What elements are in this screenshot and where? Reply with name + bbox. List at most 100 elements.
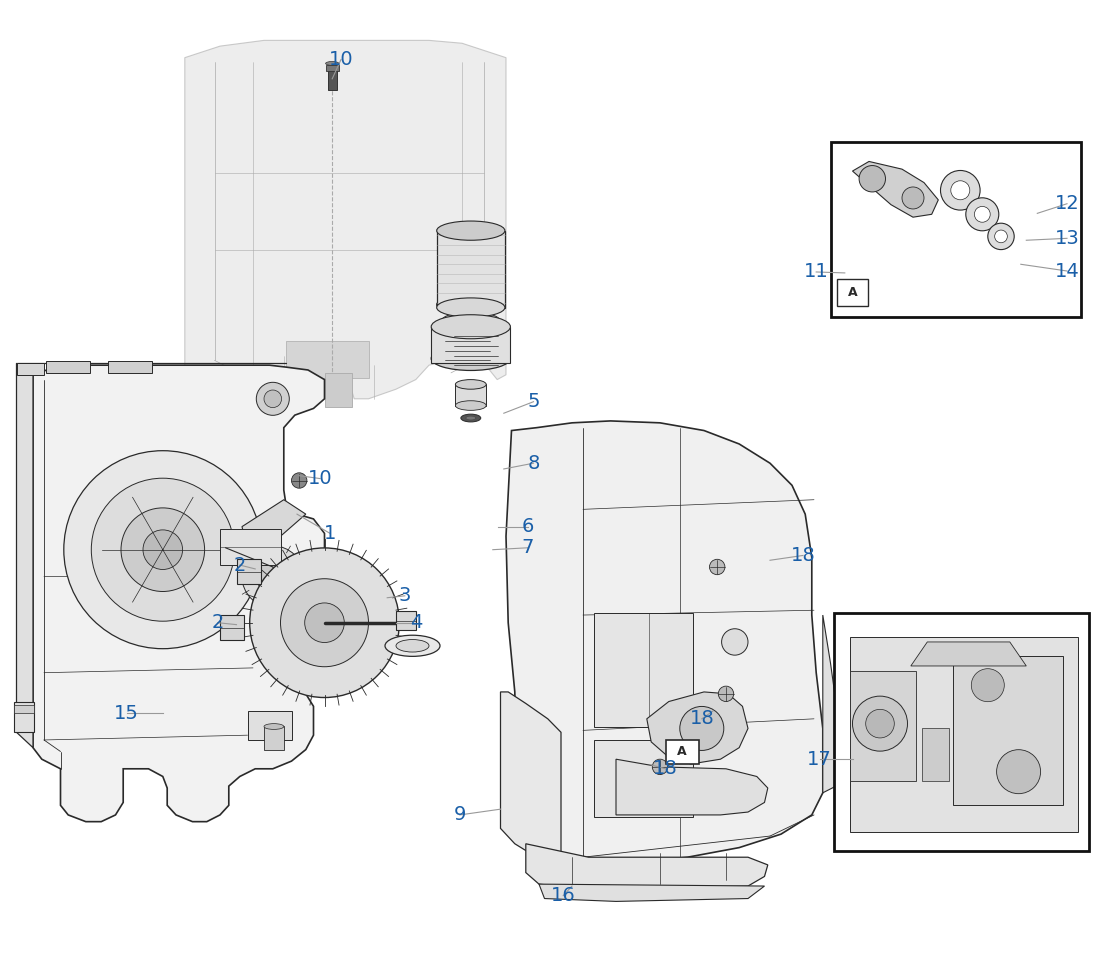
Circle shape bbox=[852, 696, 907, 752]
Ellipse shape bbox=[385, 635, 440, 656]
Circle shape bbox=[680, 706, 724, 751]
Circle shape bbox=[722, 628, 748, 655]
Text: 9: 9 bbox=[453, 805, 466, 825]
Text: 7: 7 bbox=[521, 538, 535, 557]
Bar bbox=[455, 384, 486, 406]
Text: 18: 18 bbox=[791, 546, 815, 565]
Bar bbox=[220, 529, 280, 565]
Bar bbox=[594, 613, 693, 727]
Text: 13: 13 bbox=[1055, 229, 1079, 248]
Polygon shape bbox=[526, 844, 768, 889]
Bar bbox=[326, 65, 339, 71]
Bar bbox=[396, 611, 416, 630]
Ellipse shape bbox=[461, 414, 481, 422]
Polygon shape bbox=[185, 40, 506, 402]
Ellipse shape bbox=[437, 295, 505, 314]
Polygon shape bbox=[616, 759, 768, 815]
Circle shape bbox=[950, 181, 970, 200]
FancyBboxPatch shape bbox=[666, 740, 698, 764]
Ellipse shape bbox=[437, 221, 505, 240]
Text: 8: 8 bbox=[527, 454, 540, 473]
Ellipse shape bbox=[437, 298, 505, 317]
Bar bbox=[431, 327, 510, 363]
Text: A: A bbox=[678, 746, 686, 758]
Ellipse shape bbox=[442, 312, 499, 328]
Bar bbox=[953, 656, 1063, 805]
Text: 6: 6 bbox=[521, 517, 535, 536]
Circle shape bbox=[121, 508, 205, 591]
Circle shape bbox=[64, 451, 262, 649]
Circle shape bbox=[256, 382, 289, 415]
Ellipse shape bbox=[455, 401, 486, 410]
Bar bbox=[834, 613, 1089, 851]
Ellipse shape bbox=[455, 380, 486, 389]
Bar bbox=[220, 615, 244, 640]
Bar bbox=[324, 373, 352, 407]
Polygon shape bbox=[539, 884, 764, 901]
Text: 2: 2 bbox=[233, 555, 246, 575]
Text: 10: 10 bbox=[308, 469, 332, 488]
Circle shape bbox=[143, 530, 183, 570]
Bar bbox=[264, 726, 284, 750]
Bar bbox=[437, 231, 505, 308]
Text: 12: 12 bbox=[1055, 194, 1079, 213]
Circle shape bbox=[994, 230, 1008, 243]
Bar bbox=[108, 361, 152, 373]
Polygon shape bbox=[852, 161, 938, 217]
Circle shape bbox=[91, 479, 234, 621]
Text: 15: 15 bbox=[114, 703, 139, 723]
Polygon shape bbox=[16, 363, 33, 748]
Text: 14: 14 bbox=[1055, 261, 1079, 281]
Ellipse shape bbox=[326, 62, 339, 65]
Bar bbox=[14, 705, 34, 713]
Circle shape bbox=[718, 686, 734, 702]
Ellipse shape bbox=[466, 416, 475, 420]
Circle shape bbox=[250, 548, 399, 698]
Polygon shape bbox=[16, 363, 44, 375]
Circle shape bbox=[652, 759, 668, 775]
Text: 16: 16 bbox=[551, 886, 575, 905]
Bar bbox=[830, 142, 1081, 317]
Bar bbox=[850, 637, 1078, 832]
Text: 1: 1 bbox=[323, 524, 337, 543]
Ellipse shape bbox=[431, 346, 510, 370]
Ellipse shape bbox=[431, 314, 510, 339]
FancyBboxPatch shape bbox=[837, 279, 868, 306]
Bar bbox=[286, 341, 368, 378]
Circle shape bbox=[966, 198, 999, 231]
Polygon shape bbox=[823, 615, 838, 793]
Text: A: A bbox=[848, 285, 857, 299]
Text: 4: 4 bbox=[409, 613, 422, 632]
Circle shape bbox=[280, 579, 368, 667]
Bar bbox=[46, 361, 90, 373]
Text: 17: 17 bbox=[807, 750, 832, 769]
Circle shape bbox=[975, 207, 990, 222]
Bar bbox=[594, 740, 693, 817]
Polygon shape bbox=[850, 671, 916, 781]
Circle shape bbox=[305, 603, 344, 643]
Bar bbox=[236, 559, 261, 584]
Polygon shape bbox=[506, 421, 823, 865]
Circle shape bbox=[971, 669, 1004, 702]
Text: 3: 3 bbox=[398, 586, 411, 605]
Text: 18: 18 bbox=[653, 759, 678, 778]
Polygon shape bbox=[33, 365, 324, 822]
Polygon shape bbox=[647, 692, 748, 764]
Polygon shape bbox=[500, 692, 561, 860]
Polygon shape bbox=[911, 642, 1026, 666]
Circle shape bbox=[997, 750, 1041, 794]
Polygon shape bbox=[242, 500, 306, 536]
Circle shape bbox=[292, 473, 307, 488]
Circle shape bbox=[988, 223, 1014, 250]
Circle shape bbox=[264, 390, 282, 407]
Text: 11: 11 bbox=[804, 262, 828, 282]
Bar bbox=[328, 69, 337, 90]
Bar bbox=[248, 711, 292, 740]
Circle shape bbox=[256, 560, 289, 593]
Text: 2: 2 bbox=[211, 613, 224, 632]
Bar bbox=[922, 728, 949, 781]
Circle shape bbox=[902, 187, 924, 209]
Text: 10: 10 bbox=[329, 50, 353, 69]
Text: 18: 18 bbox=[690, 709, 714, 728]
Circle shape bbox=[242, 546, 304, 607]
